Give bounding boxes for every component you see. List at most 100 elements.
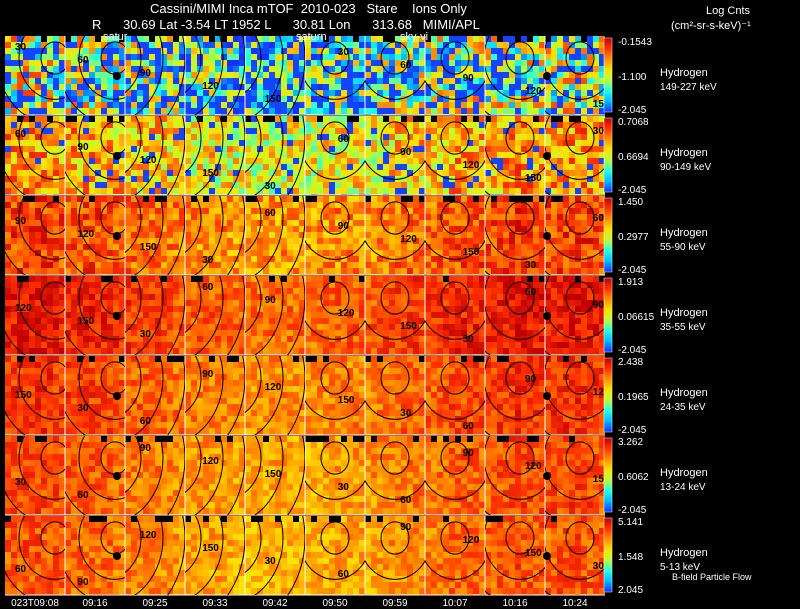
saturn-marker	[113, 392, 121, 400]
contour-label: 30	[525, 260, 537, 271]
contour-overlay	[425, 36, 485, 115]
saturn-marker	[543, 232, 551, 240]
time-tick-label: 10:24	[562, 598, 587, 609]
contour-overlay	[365, 516, 425, 595]
contour-overlay	[545, 196, 605, 275]
time-tick-label: 09:42	[262, 598, 287, 609]
contour-label: 60	[15, 564, 27, 575]
saturn-marker	[543, 312, 551, 320]
contour-overlay	[305, 36, 365, 115]
energy-range-label: 13-24 keV	[660, 482, 706, 493]
colorbar-mid-label: -1.100	[618, 72, 647, 83]
contour-overlay	[485, 36, 545, 115]
plot-title: Cassini/MIMI Inca mTOF 2010-023 Stare Io…	[150, 1, 467, 16]
contour-overlay	[245, 36, 305, 115]
contour-overlay	[305, 196, 365, 275]
contour-label: 90	[140, 443, 152, 454]
contour-label: 30	[265, 556, 277, 567]
contour-overlay	[5, 356, 65, 435]
colorbar-max-label: 0.7068	[618, 117, 649, 128]
contour-overlay	[245, 516, 305, 595]
contour-label: 150	[338, 395, 355, 406]
contour-label: 30	[400, 408, 412, 419]
contour-label: 150	[593, 474, 610, 485]
time-tick-label: 10:16	[502, 598, 527, 609]
contour-overlay	[305, 356, 365, 435]
contour-overlay	[545, 436, 605, 515]
contour-label: 150	[525, 548, 542, 559]
contour-label: 120	[463, 160, 480, 171]
contour-label: 60	[15, 129, 27, 140]
contour-label: 90	[265, 295, 277, 306]
saturn-marker	[113, 232, 121, 240]
contour-label: 90	[15, 216, 27, 227]
contour-label: 60	[77, 490, 89, 501]
contour-label: 90	[77, 142, 89, 153]
saturn-marker	[113, 72, 121, 80]
saturn-marker	[113, 472, 121, 480]
contour-overlay	[125, 516, 185, 595]
contour-overlay	[485, 436, 545, 515]
contour-label: 90	[77, 577, 89, 588]
colorbar	[604, 118, 612, 192]
energy-range-label: 5-13 keV	[660, 562, 700, 573]
contour-label: 30	[593, 561, 605, 572]
contour-overlay	[245, 356, 305, 435]
contour-overlay	[5, 276, 65, 355]
saturn-marker	[113, 152, 121, 160]
saturn-marker	[543, 552, 551, 560]
contour-label: 120	[525, 461, 542, 472]
contour-label: 90	[400, 147, 412, 158]
contour-label: 150	[593, 99, 610, 110]
contour-overlay	[185, 516, 245, 595]
contour-overlay	[185, 196, 245, 275]
contour-label: 90	[463, 448, 475, 459]
contour-overlay	[5, 116, 65, 195]
species-label: Hydrogen	[660, 147, 708, 159]
colorbar-max-label: 5.141	[618, 517, 643, 528]
contour-label: 150	[525, 173, 542, 184]
contour-label: 60	[593, 213, 605, 224]
colorbar-min-label: -2.045	[618, 265, 647, 276]
contour-label: 150	[77, 316, 94, 327]
contour-overlay	[245, 196, 305, 275]
colorbar	[604, 358, 612, 432]
contour-overlay	[245, 116, 305, 195]
contour-label: 30	[140, 329, 152, 340]
time-tick-label: 09:25	[142, 598, 167, 609]
contour-overlay	[365, 116, 425, 195]
contour-label: 150	[463, 247, 480, 258]
contour-label: 120	[140, 155, 157, 166]
contour-label: 30	[265, 181, 277, 192]
contour-label: 150	[15, 390, 32, 401]
colorbar-unit-label: Log Cnts	[706, 5, 751, 17]
contour-label: 60	[140, 416, 152, 427]
contour-overlay	[545, 276, 605, 355]
contour-overlay	[305, 516, 365, 595]
contour-overlay	[125, 36, 185, 115]
contour-label: 90	[525, 374, 537, 385]
species-label: Hydrogen	[660, 467, 708, 479]
contour-label: 30	[77, 403, 89, 414]
contour-label: 60	[400, 60, 412, 71]
contour-label: 150	[202, 168, 219, 179]
saturn-marker	[543, 392, 551, 400]
species-label: Hydrogen	[660, 387, 708, 399]
contour-overlay	[485, 116, 545, 195]
contour-label: 150	[265, 94, 282, 105]
contour-label: 90	[140, 68, 152, 79]
contour-label: 150	[265, 469, 282, 480]
contour-overlay	[425, 276, 485, 355]
contour-overlay	[485, 516, 545, 595]
energy-range-label: 90-149 keV	[660, 162, 711, 173]
colorbar-min-label: -2.045	[618, 345, 647, 356]
contour-overlay	[485, 356, 545, 435]
contour-overlay	[5, 36, 65, 115]
colorbar-mid-label: 0.6062	[618, 472, 649, 483]
colorbar-min-label: -2.045	[618, 185, 647, 196]
contour-label: 90	[400, 522, 412, 533]
contour-label: 60	[202, 282, 214, 293]
colorbar-max-label: 3.262	[618, 437, 643, 448]
contour-label: 90	[338, 221, 350, 232]
contour-label: 120	[593, 387, 610, 398]
